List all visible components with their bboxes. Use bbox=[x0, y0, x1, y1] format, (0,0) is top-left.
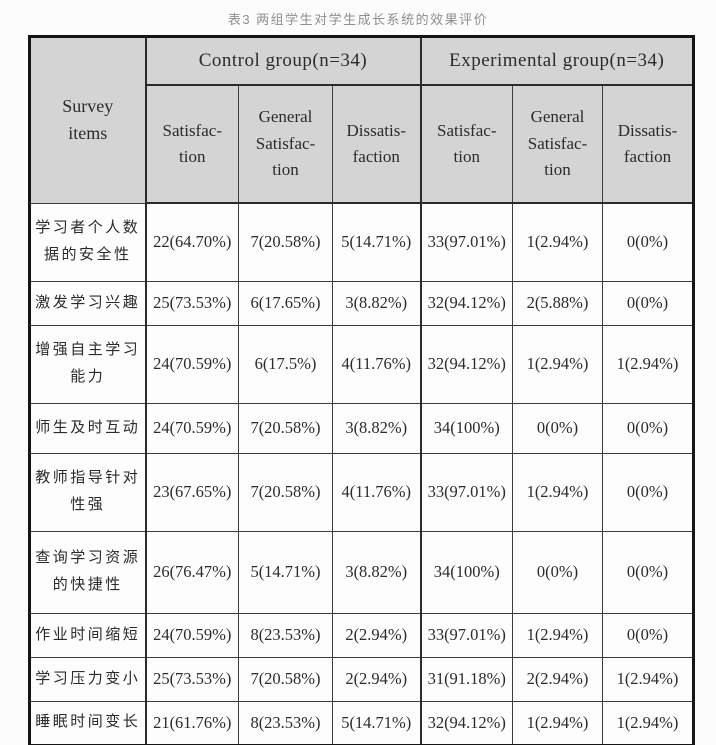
value-cell: 8(23.53%) bbox=[238, 700, 333, 745]
value-cell: 1(2.94%) bbox=[512, 202, 603, 282]
sub-header-experimental-general-satisfaction: General Satisfac- tion bbox=[512, 84, 603, 204]
value-cell: 24(70.59%) bbox=[145, 612, 239, 658]
value-cell: 21(61.76%) bbox=[145, 700, 239, 745]
value-cell: 26(76.47%) bbox=[145, 530, 239, 614]
value-cell: 3(8.82%) bbox=[332, 402, 422, 454]
value-cell: 0(0%) bbox=[512, 530, 603, 614]
value-cell: 31(91.18%) bbox=[420, 656, 513, 702]
survey-item-cell: 睡眠时间变长 bbox=[29, 700, 147, 745]
table-row: 查询学习资源 的快捷性 26(76.47%) 5(14.71%) 3(8.82%… bbox=[29, 530, 694, 614]
value-cell: 1(2.94%) bbox=[512, 700, 603, 745]
survey-item-cell: 学习压力变小 bbox=[29, 656, 147, 702]
value-cell: 7(20.58%) bbox=[238, 402, 333, 454]
value-cell: 34(100%) bbox=[420, 402, 513, 454]
value-cell: 2(5.88%) bbox=[512, 280, 603, 326]
group-header-experimental: Experimental group(n=34) bbox=[420, 36, 694, 86]
group-header-control: Control group(n=34) bbox=[145, 36, 422, 86]
value-cell: 5(14.71%) bbox=[332, 202, 422, 282]
value-cell: 25(73.53%) bbox=[145, 280, 239, 326]
value-cell: 7(20.58%) bbox=[238, 452, 333, 532]
value-cell: 33(97.01%) bbox=[420, 202, 513, 282]
value-cell: 1(2.94%) bbox=[602, 700, 694, 745]
value-cell: 0(0%) bbox=[602, 452, 694, 532]
corner-header: Survey items bbox=[29, 36, 147, 204]
survey-item-cell: 教师指导针对 性强 bbox=[29, 452, 147, 532]
value-cell: 22(64.70%) bbox=[145, 202, 239, 282]
value-cell: 0(0%) bbox=[602, 280, 694, 326]
value-cell: 32(94.12%) bbox=[420, 700, 513, 745]
table-row: 作业时间缩短 24(70.59%) 8(23.53%) 2(2.94%) 33(… bbox=[29, 612, 694, 658]
survey-item-cell: 查询学习资源 的快捷性 bbox=[29, 530, 147, 614]
sub-header-control-dissatisfaction: Dissatis- faction bbox=[332, 84, 422, 204]
table-caption: 表3 两组学生对学生成长系统的效果评价 bbox=[227, 12, 489, 27]
table-row: 睡眠时间变长 21(61.76%) 8(23.53%) 5(14.71%) 32… bbox=[29, 700, 694, 745]
value-cell: 0(0%) bbox=[602, 402, 694, 454]
sub-header-row: Satisfac- tion General Satisfac- tion Di… bbox=[30, 84, 694, 204]
evaluation-table: Survey items Control group(n=34) Experim… bbox=[28, 35, 695, 745]
table-row: 师生及时互动 24(70.59%) 7(20.58%) 3(8.82%) 34(… bbox=[29, 402, 694, 454]
value-cell: 1(2.94%) bbox=[512, 452, 603, 532]
value-cell: 5(14.71%) bbox=[332, 700, 422, 745]
table-row: 学习者个人数 据的安全性 22(64.70%) 7(20.58%) 5(14.7… bbox=[29, 202, 694, 282]
value-cell: 6(17.5%) bbox=[238, 324, 333, 404]
value-cell: 24(70.59%) bbox=[145, 402, 239, 454]
value-cell: 32(94.12%) bbox=[420, 280, 513, 326]
value-cell: 0(0%) bbox=[512, 402, 603, 454]
table-row: 学习压力变小 25(73.53%) 7(20.58%) 2(2.94%) 31(… bbox=[29, 656, 694, 702]
value-cell: 0(0%) bbox=[602, 530, 694, 614]
survey-item-cell: 作业时间缩短 bbox=[29, 612, 147, 658]
sub-header-control-satisfaction: Satisfac- tion bbox=[145, 84, 239, 204]
value-cell: 4(11.76%) bbox=[332, 324, 422, 404]
survey-item-cell: 增强自主学习 能力 bbox=[29, 324, 147, 404]
value-cell: 0(0%) bbox=[602, 612, 694, 658]
value-cell: 5(14.71%) bbox=[238, 530, 333, 614]
value-cell: 7(20.58%) bbox=[238, 656, 333, 702]
value-cell: 24(70.59%) bbox=[145, 324, 239, 404]
survey-item-cell: 师生及时互动 bbox=[29, 402, 147, 454]
survey-item-cell: 激发学习兴趣 bbox=[29, 280, 147, 326]
value-cell: 1(2.94%) bbox=[512, 612, 603, 658]
value-cell: 32(94.12%) bbox=[420, 324, 513, 404]
value-cell: 8(23.53%) bbox=[238, 612, 333, 658]
sub-header-control-general-satisfaction: General Satisfac- tion bbox=[238, 84, 333, 204]
value-cell: 25(73.53%) bbox=[145, 656, 239, 702]
sub-header-experimental-dissatisfaction: Dissatis- faction bbox=[602, 84, 694, 204]
value-cell: 34(100%) bbox=[420, 530, 513, 614]
value-cell: 6(17.65%) bbox=[238, 280, 333, 326]
group-header-row: Survey items Control group(n=34) Experim… bbox=[29, 36, 694, 204]
value-cell: 1(2.94%) bbox=[602, 656, 694, 702]
sub-header-experimental-satisfaction: Satisfac- tion bbox=[420, 84, 513, 204]
value-cell: 3(8.82%) bbox=[332, 280, 422, 326]
table-row: 教师指导针对 性强 23(67.65%) 7(20.58%) 4(11.76%)… bbox=[29, 452, 694, 532]
value-cell: 7(20.58%) bbox=[238, 202, 333, 282]
table-row: 增强自主学习 能力 24(70.59%) 6(17.5%) 4(11.76%) … bbox=[29, 324, 694, 404]
value-cell: 2(2.94%) bbox=[332, 656, 422, 702]
value-cell: 4(11.76%) bbox=[332, 452, 422, 532]
survey-item-cell: 学习者个人数 据的安全性 bbox=[29, 202, 147, 282]
value-cell: 0(0%) bbox=[602, 202, 694, 282]
value-cell: 23(67.65%) bbox=[145, 452, 239, 532]
value-cell: 2(2.94%) bbox=[512, 656, 603, 702]
value-cell: 33(97.01%) bbox=[420, 452, 513, 532]
value-cell: 1(2.94%) bbox=[602, 324, 694, 404]
value-cell: 33(97.01%) bbox=[420, 612, 513, 658]
value-cell: 3(8.82%) bbox=[332, 530, 422, 614]
value-cell: 2(2.94%) bbox=[332, 612, 422, 658]
value-cell: 1(2.94%) bbox=[512, 324, 603, 404]
table-row: 激发学习兴趣 25(73.53%) 6(17.65%) 3(8.82%) 32(… bbox=[29, 280, 694, 326]
